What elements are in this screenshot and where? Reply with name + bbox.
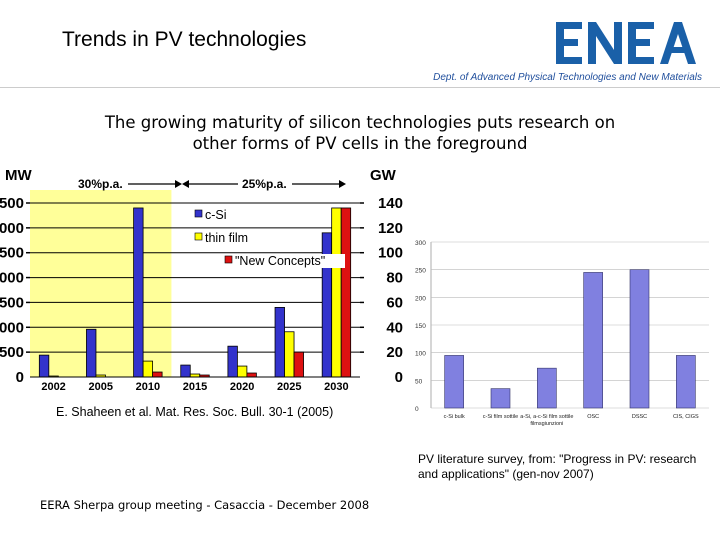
bar-new-concepts-2020: [246, 372, 257, 378]
bar-thin-film-2030: [331, 207, 342, 378]
y-tick-label-right: 0: [395, 369, 403, 386]
y-tick-label-right: 100: [378, 245, 403, 262]
y-axis-title-right: GW: [370, 167, 397, 184]
enea-logo: [556, 22, 696, 64]
shaded-period-region: [30, 190, 172, 377]
legend-swatch: [224, 255, 233, 264]
y-tick-label-left: 3500: [0, 195, 24, 212]
bar-dssc: [629, 269, 650, 409]
y-tick-label-right: 20: [386, 344, 403, 361]
y-tick-label-right: 40: [386, 319, 403, 336]
x-tick-label: 2010: [136, 381, 160, 393]
x-tick-label: DSSC: [632, 414, 647, 420]
y-tick-label-left: 2500: [0, 245, 24, 262]
y-tick-label-left: 1500: [0, 294, 24, 311]
legend-swatch: [194, 209, 203, 218]
bar-c-si: [444, 355, 464, 409]
y-tick-label: 0: [415, 406, 419, 413]
legend-label: thin film: [205, 231, 248, 245]
y-tick-label-right: 140: [378, 195, 403, 212]
literature-survey-chart: 0 50 100 150 200 250 300 c-Si bulk c-Si film sot…: [415, 240, 709, 427]
bar-cis,: [676, 355, 696, 409]
headline-line-1: The growing maturity of silicon technolo…: [104, 113, 616, 132]
x-tick-label: CIS, CIGS: [673, 414, 699, 420]
x-tick-label: 2005: [88, 381, 112, 393]
bar-c-si-2002: [38, 354, 50, 378]
x-tick-label: c-Si bulk: [444, 414, 465, 420]
legend-background: [200, 208, 230, 222]
y-tick-label: 200: [415, 295, 426, 302]
footer: EERA Sherpa group meeting - Casaccia - D…: [40, 498, 370, 512]
growth-annotation-late: 25%p.a.: [242, 177, 287, 191]
x-tick-label: 2002: [41, 381, 65, 393]
bar-c-si-2005: [86, 328, 97, 378]
y-tick-label-left: 3000: [0, 220, 24, 237]
arrowhead-left: [175, 180, 182, 188]
bar-a-si,: [537, 367, 557, 409]
slide-title: Trends in PV technologies: [62, 28, 307, 51]
x-tick-label: OSC: [587, 414, 599, 420]
headline: The growing maturity of silicon technolo…: [40, 112, 680, 154]
bar-thin-film-2025: [284, 331, 295, 378]
bar-thin-film-2010: [142, 360, 154, 378]
survey-note: PV literature survey, from: "Progress in…: [418, 452, 697, 481]
bar-c-si-2015: [180, 364, 191, 378]
legend-background: [200, 231, 265, 245]
x-tick-label: c-Si film sottile: [483, 414, 518, 420]
x-tick-label: a-Si, a-c-Si film sottile filmsgiunzioni: [520, 414, 573, 427]
y-tick-label: 100: [415, 351, 426, 358]
bar-new-concepts-2030: [340, 207, 352, 378]
y-tick-label: 250: [415, 268, 426, 275]
arrowhead-right: [339, 180, 346, 188]
y-tick-label-right: 80: [386, 270, 403, 287]
y-tick-label: 300: [415, 240, 426, 247]
legend-label: c-Si: [205, 208, 227, 222]
bar-c-si-2025: [274, 306, 285, 378]
x-tick-label: 2015: [183, 381, 207, 393]
y-axis-title-left: MW: [5, 167, 32, 184]
bar-thin-film-2020: [236, 365, 248, 378]
bar-c-si-2010: [133, 207, 144, 378]
arrowhead-mid: [182, 180, 189, 188]
bar-new-concepts-2025: [293, 351, 304, 378]
y-tick-label: 150: [415, 323, 426, 330]
legend-background: [200, 254, 345, 268]
legend-label: "New Concepts": [235, 254, 325, 268]
y-tick-label-right: 60: [386, 294, 403, 311]
growth-annotation-early: 30%p.a.: [78, 177, 123, 191]
y-tick-label-left: 500: [0, 344, 24, 361]
headline-line-2: other forms of PV cells in the foregroun…: [192, 134, 528, 153]
x-tick-label: 2030: [324, 381, 348, 393]
x-tick-label: 2025: [277, 381, 301, 393]
bar-c-si: [490, 388, 511, 409]
bar-osc: [583, 272, 603, 409]
header-divider: [0, 87, 720, 88]
bar-c-si-2020: [227, 345, 238, 378]
citation: E. Shaheen et al. Mat. Res. Soc. Bull. 3…: [56, 405, 334, 419]
legend-swatch: [194, 232, 203, 241]
department-label: Dept. of Advanced Physical Technologies …: [433, 72, 702, 83]
bar-new-concepts-2010: [152, 371, 163, 378]
x-tick-label: 2020: [230, 381, 254, 393]
y-tick-label-right: 120: [378, 220, 403, 237]
y-tick-label-left: 0: [16, 369, 24, 386]
y-tick-label: 50: [415, 378, 423, 385]
